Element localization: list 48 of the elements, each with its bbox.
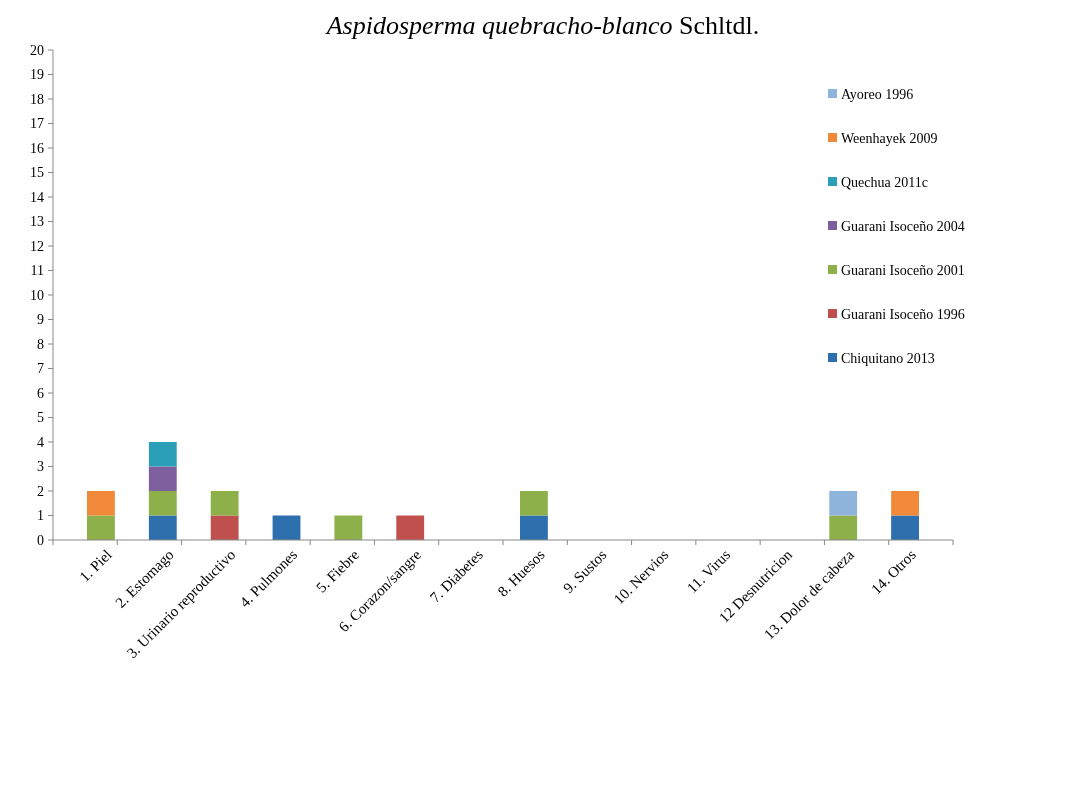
- y-tick-label: 11: [30, 263, 44, 279]
- y-tick-label: 17: [30, 116, 44, 132]
- legend-label: Chiquitano 2013: [841, 350, 935, 366]
- bar: [891, 491, 919, 516]
- y-tick-label: 10: [30, 287, 44, 303]
- y-tick-label: 18: [30, 91, 44, 107]
- bar: [87, 515, 115, 540]
- bar: [396, 515, 425, 540]
- bar: [829, 491, 858, 516]
- legend-label: Guarani Isoceño 2001: [841, 262, 965, 278]
- y-tick-label: 13: [30, 214, 44, 230]
- y-tick-label: 4: [37, 434, 44, 450]
- x-tick-label: 11. Virus: [683, 546, 734, 597]
- y-tick-label: 8: [37, 336, 44, 352]
- y-tick-label: 14: [30, 189, 44, 205]
- bar: [87, 491, 115, 516]
- bar: [148, 466, 177, 491]
- y-tick-label: 7: [37, 361, 44, 377]
- y-tick-label: 19: [30, 67, 44, 83]
- legend-label: Quechua 2011c: [841, 174, 928, 190]
- y-tick-label: 1: [37, 508, 44, 524]
- bar: [829, 515, 858, 540]
- legend-label: Ayoreo 1996: [841, 86, 914, 102]
- bar: [148, 442, 177, 467]
- x-tick-label: 1. Piel: [76, 546, 115, 585]
- y-tick-label: 5: [37, 410, 44, 426]
- bar: [520, 491, 548, 516]
- bar: [891, 515, 919, 540]
- bar: [148, 491, 177, 516]
- y-tick-label: 2: [37, 483, 44, 499]
- bar: [334, 515, 363, 540]
- y-tick-label: 12: [30, 238, 44, 254]
- y-tick-label: 0: [37, 532, 44, 548]
- y-tick-label: 6: [37, 385, 44, 401]
- legend-label: Guarani Isoceño 2004: [841, 218, 965, 234]
- y-tick-label: 3: [37, 459, 44, 475]
- y-tick-label: 9: [37, 312, 44, 328]
- chart-title: Aspidosperma quebracho-blanco Schltdl.: [324, 11, 760, 40]
- y-tick-label: 15: [30, 165, 44, 181]
- bar: [520, 515, 548, 540]
- bar: [210, 491, 239, 516]
- y-tick-label: 20: [30, 42, 44, 58]
- bar: [148, 515, 177, 540]
- legend-label: Guarani Isoceño 1996: [841, 306, 965, 322]
- legend-label: Weenhayek 2009: [841, 130, 938, 146]
- bar: [272, 515, 301, 540]
- y-tick-label: 16: [30, 140, 44, 156]
- bar: [210, 515, 239, 540]
